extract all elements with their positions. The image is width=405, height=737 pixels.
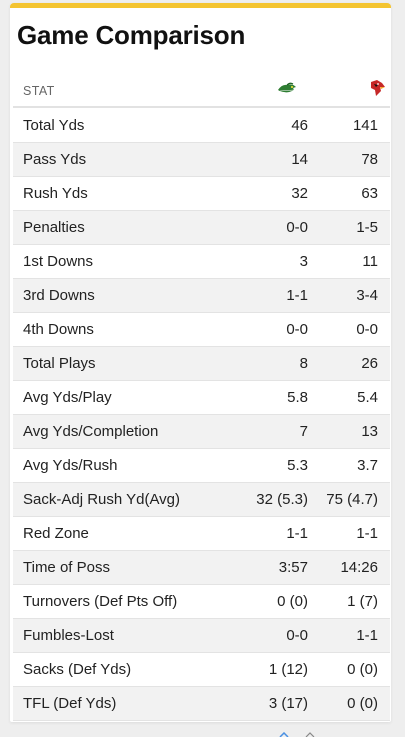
table-row: Avg Yds/Play 5.8 5.4 bbox=[13, 381, 390, 415]
team-a-value: 32 bbox=[291, 185, 308, 202]
bottom-edge-icons bbox=[279, 732, 315, 737]
team-a-value: 3 bbox=[299, 253, 308, 270]
team-b-value: 0 (0) bbox=[347, 661, 378, 678]
stat-label: Avg Yds/Play bbox=[23, 389, 112, 406]
stat-label: Pass Yds bbox=[23, 151, 87, 168]
stat-label: Avg Yds/Completion bbox=[23, 423, 159, 440]
team-b-value: 1-5 bbox=[356, 219, 378, 236]
team-b-value: 1-1 bbox=[356, 525, 378, 542]
team-a-value: 5.3 bbox=[287, 457, 308, 474]
table-row: Rush Yds 32 63 bbox=[13, 177, 390, 211]
team-a-value: 0-0 bbox=[286, 219, 308, 236]
team-b-value: 141 bbox=[352, 117, 378, 134]
team-b-value: 3.7 bbox=[357, 457, 378, 474]
stat-label: Total Yds bbox=[23, 117, 85, 134]
stat-label: Turnovers (Def Pts Off) bbox=[23, 593, 178, 610]
stat-label: 4th Downs bbox=[23, 321, 94, 338]
team-b-value: 1-1 bbox=[356, 627, 378, 644]
team-a-value: 14 bbox=[291, 151, 308, 168]
team-b-value: 63 bbox=[361, 185, 378, 202]
table-row: 1st Downs 3 11 bbox=[13, 245, 390, 279]
table-row: Red Zone 1-1 1-1 bbox=[13, 517, 390, 551]
table-row: Turnovers (Def Pts Off) 0 (0) 1 (7) bbox=[13, 585, 390, 619]
table-row: Sacks (Def Yds) 1 (12) 0 (0) bbox=[13, 653, 390, 687]
team-a-value: 1-1 bbox=[286, 525, 308, 542]
table-row: Total Yds 46 141 bbox=[13, 109, 390, 143]
table-row: Pass Yds 14 78 bbox=[13, 143, 390, 177]
team-a-value: 8 bbox=[299, 355, 308, 372]
stat-column-header: STAT bbox=[23, 84, 55, 98]
team-a-value: 3:57 bbox=[278, 559, 308, 576]
stat-label: Time of Poss bbox=[23, 559, 110, 576]
table-row: 4th Downs 0-0 0-0 bbox=[13, 313, 390, 347]
team-a-value: 0-0 bbox=[286, 627, 308, 644]
team-b-value: 26 bbox=[361, 355, 378, 372]
team-b-value: 75 (4.7) bbox=[326, 491, 378, 508]
stat-label: Total Plays bbox=[23, 355, 96, 372]
team-b-value: 5.4 bbox=[357, 389, 378, 406]
team-a-value: 1 (12) bbox=[268, 661, 308, 678]
stat-label: Fumbles-Lost bbox=[23, 627, 114, 644]
team-a-value: 32 (5.3) bbox=[256, 491, 308, 508]
game-comparison-card: Game Comparison STAT Total Yds 46 141 Pass … bbox=[10, 3, 391, 722]
table-row: Penalties 0-0 1-5 bbox=[13, 211, 390, 245]
stat-label: Penalties bbox=[23, 219, 85, 236]
table-row: Fumbles-Lost 0-0 1-1 bbox=[13, 619, 390, 653]
table-row: Total Plays 8 26 bbox=[13, 347, 390, 381]
team-b-value: 14:26 bbox=[340, 559, 378, 576]
team-b-value: 0 (0) bbox=[347, 695, 378, 712]
team-b-value: 1 (7) bbox=[347, 593, 378, 610]
team-b-value: 11 bbox=[362, 253, 378, 270]
green-gator-logo-icon bbox=[278, 82, 296, 93]
stat-label: TFL (Def Yds) bbox=[23, 695, 117, 712]
page-title: Game Comparison bbox=[17, 20, 246, 50]
table-row: TFL (Def Yds) 3 (17) 0 (0) bbox=[13, 687, 390, 721]
team-a-value: 46 bbox=[291, 117, 308, 134]
team-a-value: 0 (0) bbox=[277, 593, 308, 610]
table-row: Time of Poss 3:57 14:26 bbox=[13, 551, 390, 585]
table-header: STAT bbox=[13, 73, 390, 108]
team-b-value: 0-0 bbox=[356, 321, 378, 338]
stat-label: 1st Downs bbox=[23, 253, 94, 270]
table-row: Sack-Adj Rush Yd(Avg) 32 (5.3) 75 (4.7) bbox=[13, 483, 390, 517]
team-a-value: 7 bbox=[299, 423, 308, 440]
stat-label: Sack-Adj Rush Yd(Avg) bbox=[23, 491, 181, 508]
table-row: Avg Yds/Completion 7 13 bbox=[13, 415, 390, 449]
table-row: Avg Yds/Rush 5.3 3.7 bbox=[13, 449, 390, 483]
stat-label: Rush Yds bbox=[23, 185, 88, 202]
stats-table: Total Yds 46 141 Pass Yds 14 78 Rush Yds 32 63 Pe… bbox=[13, 109, 390, 721]
stat-label: Avg Yds/Rush bbox=[23, 457, 118, 474]
stat-label: 3rd Downs bbox=[23, 287, 95, 304]
red-cardinal-logo-icon bbox=[371, 80, 385, 96]
team-a-value: 3 (17) bbox=[268, 695, 308, 712]
team-a-value: 5.8 bbox=[287, 389, 308, 406]
team-b-value: 3-4 bbox=[356, 287, 378, 304]
team-b-value: 78 bbox=[361, 151, 378, 168]
team-a-value: 1-1 bbox=[286, 287, 308, 304]
team-b-value: 13 bbox=[361, 423, 378, 440]
stat-label: Sacks (Def Yds) bbox=[23, 661, 132, 678]
team-a-value: 0-0 bbox=[286, 321, 308, 338]
table-row: 3rd Downs 1-1 3-4 bbox=[13, 279, 390, 313]
stat-label: Red Zone bbox=[23, 525, 89, 542]
